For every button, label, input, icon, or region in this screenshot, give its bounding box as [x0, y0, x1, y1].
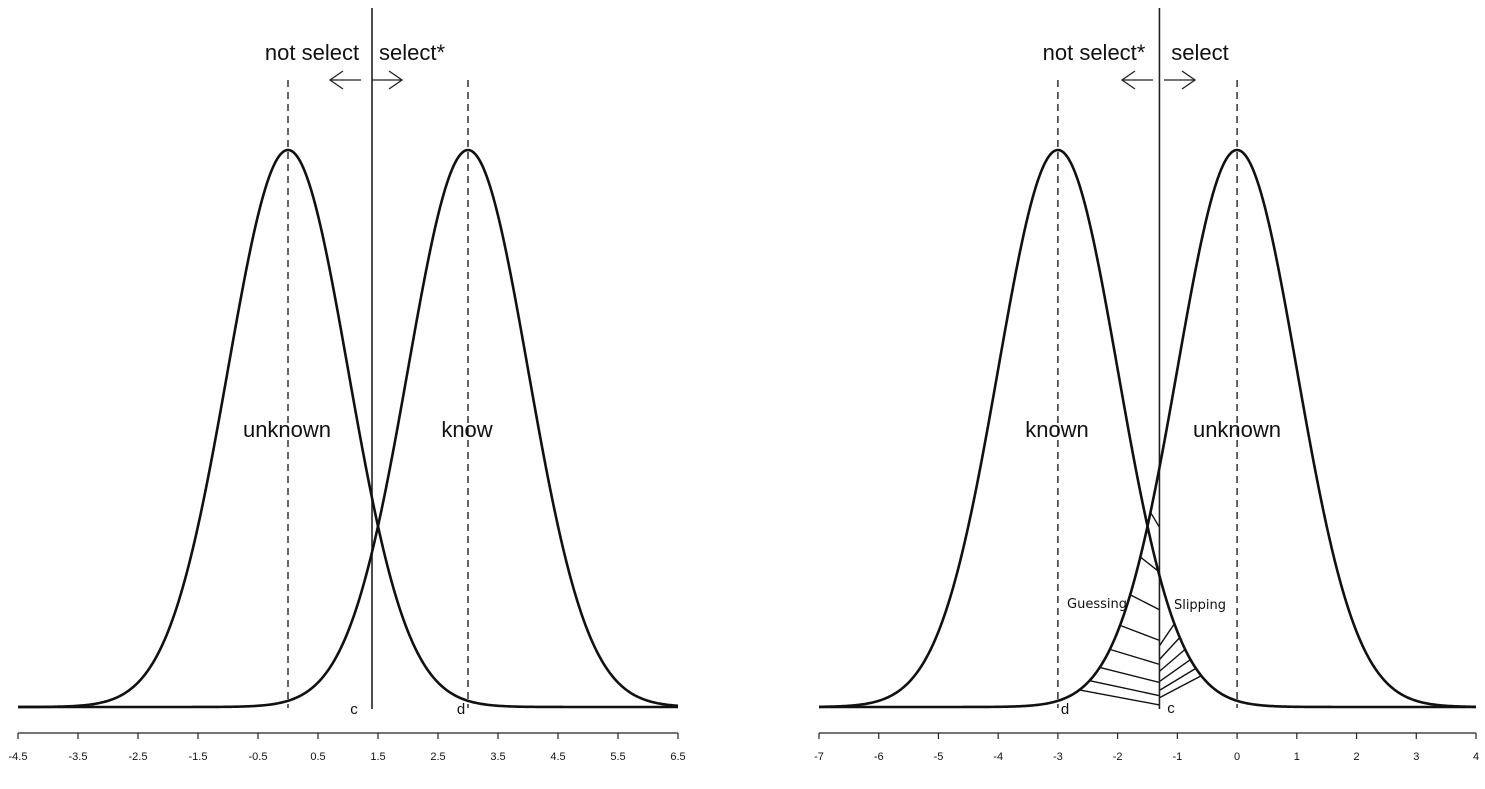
x-tick-label: -2: [1113, 751, 1123, 763]
curve-unknown-0: [17, 148, 678, 709]
hatch-line-slipping: [1159, 675, 1202, 699]
x-tick-label: 4: [1473, 751, 1479, 763]
right-x-ticks: -7 -6 -5 -4 -3 -2 -1 0 1 2 3 4: [814, 733, 1479, 763]
x-tick-label: 4.5: [550, 751, 565, 763]
right-arrow-left-icon: [1120, 70, 1153, 90]
hatch-line-slipping: [1158, 636, 1181, 660]
x-tick-label: 1: [1294, 751, 1300, 763]
x-tick-label: -3.5: [69, 751, 88, 763]
left-arrow-right-icon: [372, 70, 404, 90]
right-d-label: d: [1061, 701, 1069, 718]
x-tick-label: 5.5: [610, 751, 625, 763]
hatch-line-guessing: [1129, 594, 1160, 611]
left-select-label: select*: [379, 40, 445, 65]
x-tick-label: -4: [993, 751, 1003, 763]
hatch-line-guessing: [1099, 666, 1160, 684]
hatch-line-guessing: [1149, 511, 1161, 528]
right-hatch-group: [1079, 511, 1202, 706]
x-tick-label: -5: [934, 751, 944, 763]
curve-unknown-1: [819, 148, 1477, 709]
right-arrow-right-icon: [1164, 70, 1197, 90]
left-x-ticks: -4.5 -3.5 -2.5 -1.5 -0.5 0.5 1.5 2.5 3.5 4.5 5.5 6.…: [9, 733, 686, 763]
curve-know-0: [18, 148, 679, 709]
right-not-select-label: not select*: [1043, 40, 1146, 65]
hatch-line-guessing: [1109, 648, 1160, 666]
hatch-line-slipping: [1159, 667, 1197, 691]
hatch-line-guessing: [1079, 689, 1160, 706]
right-panel: -7 -6 -5 -4 -3 -2 -1 0 1 2 3 4 not select* select k…: [814, 8, 1479, 763]
right-curves: [818, 148, 1477, 709]
hatch-line-slipping: [1159, 659, 1191, 683]
curve-known-1: [818, 148, 1476, 709]
x-tick-label: 3.5: [490, 751, 505, 763]
left-c-label: c: [350, 701, 358, 718]
x-tick-label: -7: [814, 751, 824, 763]
x-tick-label: -3: [1053, 751, 1063, 763]
x-tick-label: -0.5: [249, 751, 268, 763]
x-tick-label: -6: [874, 751, 884, 763]
left-arrow-left-icon: [328, 70, 361, 90]
x-tick-label: -1: [1172, 751, 1182, 763]
hatch-line-guessing: [1119, 624, 1160, 642]
x-tick-label: -4.5: [9, 751, 28, 763]
hatch-line-guessing: [1139, 556, 1160, 573]
right-c-label: c: [1167, 700, 1175, 717]
right-curve-label-unknown: unknown: [1193, 417, 1281, 442]
x-tick-label: 2.5: [430, 751, 445, 763]
left-curve-label-unknown: unknown: [243, 417, 331, 442]
right-curve-label-known: known: [1025, 417, 1089, 442]
x-tick-label: -2.5: [129, 751, 148, 763]
right-mean-lines: [1057, 80, 1238, 708]
hatch-line-slipping: [1158, 648, 1186, 672]
left-panel: -4.5 -3.5 -2.5 -1.5 -0.5 0.5 1.5 2.5 3.5 4.5 5.5 6.…: [9, 8, 686, 763]
hatch-line-slipping: [1158, 623, 1175, 647]
x-tick-label: -1.5: [189, 751, 208, 763]
right-guessing-label: Guessing: [1067, 597, 1127, 612]
right-select-label: select: [1171, 40, 1228, 65]
left-curves: [17, 148, 679, 709]
x-tick-label: 2: [1353, 751, 1359, 763]
x-tick-label: 1.5: [370, 751, 385, 763]
x-tick-label: 3: [1413, 751, 1419, 763]
hatch-line-guessing: [1089, 679, 1160, 697]
x-tick-label: 6.5: [670, 751, 685, 763]
x-tick-label: 0: [1234, 751, 1240, 763]
left-d-label: d: [457, 701, 465, 718]
left-not-select-label: not select: [265, 40, 359, 65]
left-mean-lines: [287, 80, 469, 708]
right-slipping-label: Slipping: [1174, 598, 1226, 613]
left-curve-label-know: know: [441, 417, 492, 442]
x-tick-label: 0.5: [310, 751, 325, 763]
